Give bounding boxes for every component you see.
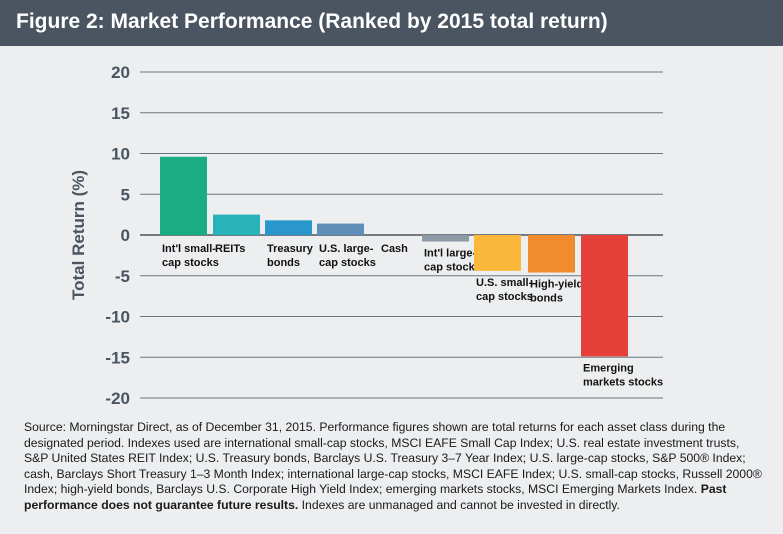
category-label: U.S. large-	[319, 243, 374, 255]
category-label: cap stocks	[319, 257, 376, 269]
category-label: bonds	[530, 292, 563, 304]
chart-area: 20 15 10 5 0 -5 -10 -15 -20 Total Return (%) Int'l…	[0, 46, 783, 416]
y-axis-label: Total Return (%)	[69, 170, 88, 300]
y-tick-label: -20	[105, 389, 130, 408]
y-tick-label: 0	[121, 226, 130, 245]
category-label: cap stocks	[476, 291, 533, 303]
category-label: cap stocks	[162, 257, 219, 269]
source-note: Source: Morningstar Direct, as of Decemb…	[24, 420, 764, 514]
category-label: Int'l small-	[162, 243, 216, 255]
y-tick-label: -5	[115, 267, 130, 286]
category-label: Treasury	[267, 243, 314, 255]
source-tail: Indexes are unmanaged and cannot be inve…	[298, 497, 620, 512]
category-label: High-yield	[530, 278, 583, 290]
bar	[160, 156, 207, 235]
category-label: Cash	[381, 243, 408, 255]
category-label: markets stocks	[583, 376, 663, 388]
y-tick-label: 20	[111, 63, 130, 82]
category-label: U.S. small-	[476, 277, 533, 289]
category-label: REITs	[215, 243, 245, 255]
y-tick-label: -15	[105, 348, 130, 367]
bar	[581, 235, 628, 357]
y-tick-label: 5	[121, 185, 130, 204]
bar	[317, 223, 364, 235]
bar	[422, 235, 469, 242]
y-tick-label: -10	[105, 308, 130, 327]
y-tick-label: 15	[111, 104, 130, 123]
bar	[265, 220, 312, 235]
bar	[213, 214, 260, 235]
bar	[474, 235, 521, 271]
category-label: Int'l large-	[424, 248, 476, 260]
category-label: Emerging	[583, 362, 634, 374]
bar-chart: 20 15 10 5 0 -5 -10 -15 -20 Total Return (%) Int'l…	[69, 63, 663, 408]
figure-title: Figure 2: Market Performance (Ranked by …	[16, 10, 608, 33]
source-text: Source: Morningstar Direct, as of Decemb…	[24, 420, 762, 497]
source-disclaimer: Past performance does not guarantee futu…	[24, 482, 727, 512]
y-tick-label: 10	[111, 145, 130, 164]
bar	[528, 235, 575, 273]
category-label: cap stocks	[424, 262, 481, 274]
figure-header: Figure 2: Market Performance (Ranked by …	[0, 0, 783, 46]
category-label: bonds	[267, 257, 300, 269]
